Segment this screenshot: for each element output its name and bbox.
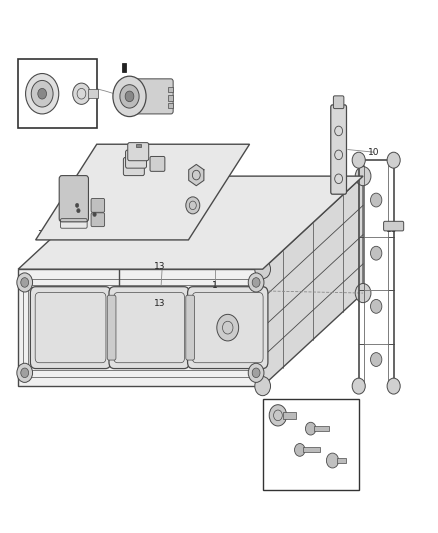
Text: 10: 10 — [368, 148, 380, 157]
Text: 13: 13 — [154, 299, 166, 308]
Text: 11: 11 — [200, 171, 212, 180]
Text: 13: 13 — [154, 262, 166, 271]
FancyBboxPatch shape — [91, 198, 105, 212]
Bar — [263, 399, 359, 490]
Bar — [88, 90, 98, 98]
FancyBboxPatch shape — [30, 287, 111, 368]
Bar — [314, 426, 329, 431]
Polygon shape — [263, 176, 363, 386]
Text: 4: 4 — [72, 78, 78, 87]
Polygon shape — [189, 165, 204, 185]
Text: 2: 2 — [295, 451, 300, 460]
Circle shape — [355, 284, 371, 303]
FancyBboxPatch shape — [107, 295, 116, 360]
Circle shape — [371, 193, 382, 207]
Circle shape — [387, 378, 400, 394]
Text: 8: 8 — [162, 192, 167, 201]
FancyBboxPatch shape — [124, 158, 145, 175]
Circle shape — [252, 368, 260, 377]
Text: 13: 13 — [386, 225, 397, 234]
FancyBboxPatch shape — [384, 221, 404, 231]
Circle shape — [326, 453, 339, 468]
Circle shape — [371, 300, 382, 313]
FancyBboxPatch shape — [126, 150, 147, 168]
FancyBboxPatch shape — [91, 213, 105, 227]
Circle shape — [255, 260, 271, 279]
Circle shape — [93, 212, 96, 216]
Text: 9: 9 — [119, 190, 125, 199]
Text: 7: 7 — [144, 184, 150, 193]
Circle shape — [352, 378, 365, 394]
Circle shape — [294, 443, 305, 456]
Circle shape — [77, 208, 80, 213]
Circle shape — [25, 74, 59, 114]
Text: 3: 3 — [37, 230, 43, 239]
Circle shape — [125, 91, 134, 102]
Circle shape — [21, 278, 28, 287]
Bar — [136, 144, 141, 148]
FancyBboxPatch shape — [150, 157, 165, 171]
Circle shape — [371, 353, 382, 367]
Circle shape — [73, 83, 90, 104]
Circle shape — [252, 278, 260, 287]
Circle shape — [21, 368, 28, 377]
Circle shape — [248, 364, 264, 382]
Bar — [168, 103, 173, 108]
FancyBboxPatch shape — [59, 175, 88, 222]
FancyBboxPatch shape — [186, 295, 194, 360]
Circle shape — [38, 88, 46, 99]
Text: 12: 12 — [196, 201, 207, 210]
Polygon shape — [18, 269, 263, 386]
Bar — [337, 458, 346, 463]
Circle shape — [217, 314, 239, 341]
Circle shape — [248, 273, 264, 292]
Circle shape — [31, 80, 53, 107]
Bar — [283, 412, 296, 418]
FancyBboxPatch shape — [109, 287, 189, 368]
Circle shape — [371, 246, 382, 260]
Text: 6: 6 — [131, 176, 137, 185]
FancyBboxPatch shape — [331, 105, 346, 194]
Circle shape — [305, 422, 316, 435]
Circle shape — [355, 166, 371, 185]
Polygon shape — [18, 176, 363, 269]
FancyBboxPatch shape — [132, 79, 173, 114]
Bar — [168, 87, 173, 92]
FancyBboxPatch shape — [333, 96, 344, 109]
Polygon shape — [35, 144, 250, 240]
Text: 1: 1 — [212, 280, 218, 289]
Circle shape — [255, 376, 271, 395]
Text: 4: 4 — [72, 81, 78, 90]
FancyBboxPatch shape — [128, 143, 149, 161]
Bar — [122, 63, 127, 72]
Circle shape — [387, 152, 400, 168]
Bar — [168, 95, 173, 101]
Circle shape — [17, 273, 32, 292]
Circle shape — [186, 197, 200, 214]
Circle shape — [352, 152, 365, 168]
Text: 5: 5 — [197, 150, 202, 159]
Circle shape — [269, 405, 287, 426]
Circle shape — [17, 364, 32, 382]
Bar — [303, 447, 320, 452]
Bar — [18, 59, 97, 128]
FancyBboxPatch shape — [187, 287, 268, 368]
Circle shape — [75, 203, 79, 207]
Circle shape — [120, 85, 139, 108]
Circle shape — [113, 76, 146, 117]
